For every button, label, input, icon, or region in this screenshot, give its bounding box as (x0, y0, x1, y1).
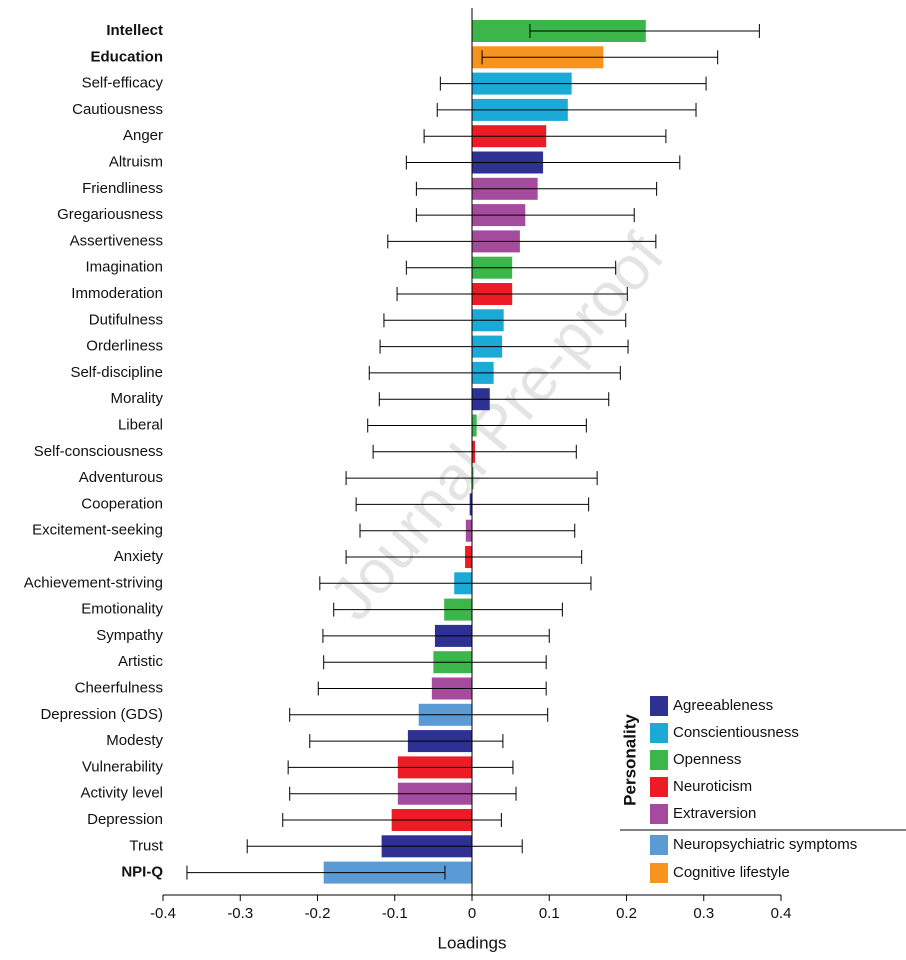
y-tick-label: Self-consciousness (34, 443, 163, 460)
y-tick-label: Cautiousness (72, 101, 163, 118)
y-tick-label: Liberal (118, 416, 163, 433)
x-tick-label: 0.3 (693, 905, 714, 922)
error-bar (415, 181, 658, 196)
y-tick-label: Modesty (106, 732, 163, 749)
error-bar (368, 365, 621, 380)
legend-label: Cognitive lifestyle (673, 864, 790, 881)
error-bar (379, 339, 629, 354)
legend-label: Conscientiousness (673, 724, 799, 741)
error-bar (529, 24, 760, 38)
error-bar (287, 760, 514, 775)
error-bar (396, 287, 628, 301)
y-tick-label: Cooperation (81, 495, 163, 512)
y-tick-label: Assertiveness (70, 232, 163, 249)
error-bar (345, 550, 583, 564)
x-tick-label: 0.1 (539, 905, 560, 922)
legend-swatch (650, 777, 668, 797)
y-tick-label: Altruism (109, 153, 163, 170)
error-bar (186, 865, 446, 880)
legend-swatch (650, 750, 668, 770)
error-bar (436, 102, 697, 117)
error-bar (246, 839, 523, 854)
y-tick-label: Orderliness (86, 338, 163, 355)
error-bar (319, 576, 592, 591)
legend-title: Personality (620, 714, 639, 806)
error-bar (309, 734, 504, 749)
y-tick-label: Depression (GDS) (40, 706, 163, 723)
error-bar (372, 444, 577, 459)
x-tick-label: -0.1 (382, 905, 408, 922)
y-tick-label: Depression (87, 811, 163, 828)
watermark: Journal Pre-proof (316, 221, 677, 633)
y-tick-label: Education (90, 48, 163, 65)
error-bar (317, 681, 547, 696)
error-bar (387, 234, 657, 249)
y-tick-label: Achievement-striving (24, 574, 163, 591)
legend-label: Neuropsychiatric symptoms (673, 836, 857, 853)
error-bar (333, 602, 563, 617)
legend-swatch (650, 835, 668, 855)
y-tick-label: Imagination (85, 259, 163, 276)
error-bar (378, 392, 610, 407)
error-bar (323, 655, 547, 670)
error-bar (405, 155, 681, 170)
error-bar (415, 208, 635, 223)
y-tick-label: Intellect (106, 22, 163, 39)
error-bar (289, 786, 517, 801)
y-tick-label: Self-efficacy (82, 75, 164, 92)
y-tick-label: Dutifulness (89, 311, 163, 328)
error-bar (322, 628, 550, 643)
x-tick-label: -0.4 (150, 905, 176, 922)
x-tick-label: 0.4 (771, 905, 792, 922)
x-tick-label: 0.2 (616, 905, 637, 922)
legend-swatch (650, 696, 668, 716)
y-tick-label: Cheerfulness (75, 679, 163, 696)
error-bar (481, 50, 719, 65)
error-bar (367, 418, 587, 433)
x-tick-label: 0 (468, 905, 476, 922)
x-tick-label: -0.2 (305, 905, 331, 922)
legend-swatch (650, 863, 668, 883)
y-tick-label: Anger (123, 127, 163, 144)
error-bar (439, 76, 707, 91)
x-tick-label: -0.3 (227, 905, 253, 922)
y-tick-label: Trust (129, 837, 163, 854)
y-tick-label: Morality (110, 390, 163, 407)
y-tick-label: Anxiety (114, 548, 164, 565)
legend-swatch (650, 804, 668, 824)
legend-swatch (650, 723, 668, 743)
legend-label: Neuroticism (673, 778, 752, 795)
y-tick-label: Activity level (80, 785, 163, 802)
y-tick-label: Excitement-seeking (32, 522, 163, 539)
y-tick-label: Sympathy (96, 627, 163, 644)
error-bar (383, 313, 627, 328)
y-tick-label: Gregariousness (57, 206, 163, 223)
y-tick-label: Vulnerability (82, 758, 164, 775)
y-tick-label: Artistic (118, 653, 164, 670)
y-tick-label: Adventurous (79, 469, 163, 486)
error-bar (423, 129, 667, 144)
legend-label: Agreeableness (673, 697, 773, 714)
y-tick-label: Self-discipline (70, 364, 163, 381)
error-bar (405, 260, 617, 275)
error-bar (359, 523, 576, 538)
y-tick-label: NPI-Q (121, 864, 163, 881)
y-tick-label: Emotionality (81, 601, 163, 618)
y-tick-label: Immoderation (71, 285, 163, 302)
legend-label: Openness (673, 751, 741, 768)
error-bar (289, 707, 549, 722)
y-tick-label: Friendliness (82, 180, 163, 197)
x-axis-label: Loadings (437, 933, 506, 952)
error-bar (282, 813, 502, 827)
legend-label: Extraversion (673, 805, 756, 822)
